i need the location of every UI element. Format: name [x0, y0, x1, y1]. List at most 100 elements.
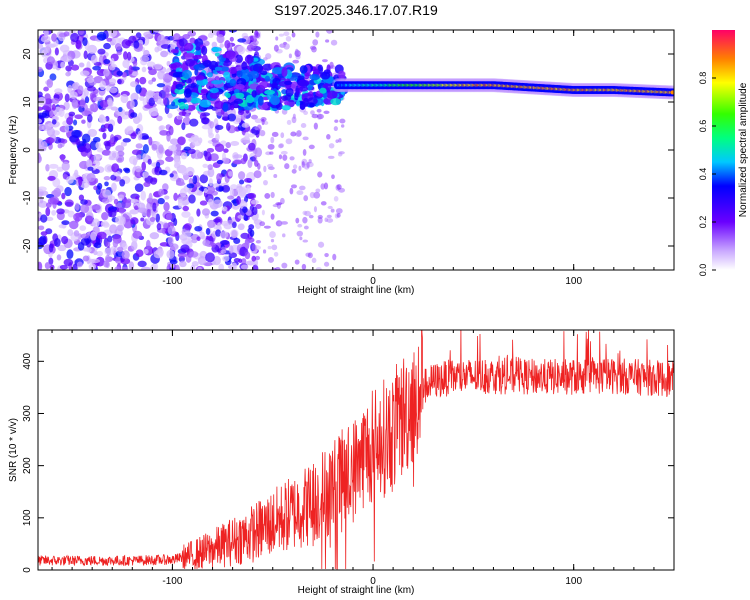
spectrogram-noise-blob — [46, 78, 54, 89]
spectrogram-signal-blob — [175, 67, 183, 73]
spectrogram-noise-blob — [68, 111, 76, 117]
spectrogram-noise-blob — [117, 79, 122, 85]
spectrogram-noise-blob — [102, 189, 112, 198]
spectrogram-noise-blob — [297, 223, 303, 228]
spectrogram-noise-blob — [262, 249, 267, 254]
spectrogram-noise-blob — [153, 30, 164, 33]
spectrogram-noise-blob — [169, 173, 174, 178]
spectrogram-noise-blob — [114, 43, 122, 50]
spectrogram-signal-blob — [194, 75, 205, 81]
spectrogram-noise-blob — [197, 256, 207, 266]
spectrogram-noise-blob — [59, 44, 70, 53]
spectrogram-noise-blob — [111, 182, 117, 192]
colorbar-tick-label: 0.8 — [698, 72, 708, 85]
spectrogram-noise-blob — [78, 30, 85, 35]
spectrogram-noise-blob — [216, 173, 223, 182]
spectrogram-noise-blob — [174, 264, 180, 270]
spectrogram-noise-blob — [64, 124, 70, 133]
spectrogram-noise-blob — [338, 138, 342, 143]
spectrogram-noise-blob — [166, 132, 171, 142]
spectrogram-noise-blob — [245, 260, 256, 266]
spectrogram-noise-blob — [143, 181, 151, 187]
spectrogram-signal-blob — [182, 69, 192, 79]
spectrogram-noise-blob — [291, 168, 297, 174]
spectrogram-noise-blob — [156, 115, 163, 122]
spectrogram-y-ticks: -20 -10 0 10 20 — [22, 48, 674, 253]
snr-xtick-label: 0 — [370, 576, 376, 587]
spectrogram-noise-blob — [38, 153, 42, 163]
spectrogram-noise-blob — [73, 119, 78, 126]
spectrogram-noise-blob — [192, 139, 202, 147]
spectrogram-noise-blob — [80, 237, 90, 246]
spectrogram-noise-blob — [285, 138, 293, 145]
spectrogram-noise-blob — [129, 198, 139, 204]
spectrogram-noise-blob — [267, 163, 274, 169]
spectrogram-noise-blob — [313, 206, 317, 213]
spectrogram-noise-blob — [71, 82, 78, 90]
spectrogram-noise-blob — [137, 260, 147, 268]
spectrogram-noise-blob — [64, 199, 74, 208]
spectrogram-signal-blob — [264, 89, 276, 95]
spectrogram-noise-blob — [103, 58, 111, 65]
spectrogram-signal-blob — [172, 71, 185, 78]
spectrogram-noise-blob — [103, 123, 111, 129]
spectrogram-signal-blob — [284, 100, 290, 107]
spectrogram-noise-blob — [74, 169, 79, 178]
spectrogram-noise-blob — [275, 36, 279, 41]
spectrogram-noise-blob — [237, 109, 245, 115]
spectrogram-noise-blob — [118, 106, 123, 113]
spectrogram-noise-blob — [175, 143, 182, 152]
spectrogram-xtick-label: 0 — [370, 276, 376, 287]
spectrogram-noise-blob — [45, 202, 52, 208]
spectrogram-noise-blob — [142, 135, 150, 140]
spectrogram-noise-blob — [326, 30, 333, 34]
spectrogram-noise-blob — [221, 206, 228, 212]
spectrogram-noise-blob — [45, 137, 55, 144]
spectrogram-noise-blob — [123, 51, 128, 60]
spectrogram-noise-blob — [116, 224, 125, 232]
spectrogram-noise-blob — [137, 112, 143, 122]
spectrogram-signal-blob — [210, 80, 223, 85]
spectrogram-noise-blob — [142, 171, 150, 178]
spectrogram-noise-blob — [149, 232, 160, 240]
spectrogram-noise-blob — [119, 179, 126, 187]
spectrogram-noise-blob — [158, 169, 168, 176]
spectrogram-noise-blob — [214, 143, 225, 153]
spectrogram-signal-blob — [302, 97, 309, 108]
spectrogram-noise-blob — [175, 181, 186, 186]
spectrogram-noise-blob — [86, 159, 93, 167]
spectrogram-noise-blob — [153, 250, 164, 259]
spectrogram-noise-blob — [300, 123, 307, 129]
spectrogram-noise-blob — [280, 132, 285, 139]
spectrogram-noise-blob — [51, 209, 57, 216]
spectrogram-noise-blob — [212, 199, 223, 208]
spectrogram-noise-blob — [118, 194, 125, 200]
spectrogram-noise-blob — [121, 266, 129, 270]
spectrogram-noise-blob — [90, 258, 101, 264]
spectrogram-noise-blob — [150, 264, 157, 270]
spectrogram-noise-blob — [128, 155, 138, 165]
spectrogram-noise-blob — [169, 259, 178, 265]
spectrogram-ytick-label: -20 — [22, 238, 33, 253]
spectrogram-noise-blob — [139, 76, 147, 85]
spectrogram-noise-blob — [267, 257, 274, 263]
spectrogram-noise-blob — [187, 148, 196, 155]
spectrogram-noise-blob — [90, 104, 95, 112]
spectrogram-noise-blob — [251, 244, 257, 252]
spectrogram-noise-blob — [108, 156, 115, 161]
spectrogram-noise-blob — [38, 261, 43, 270]
spectrogram-noise-blob — [166, 249, 175, 259]
spectrogram-noise-blob — [92, 96, 103, 102]
spectrogram-noise-blob — [264, 192, 271, 199]
spectrogram-noise-blob — [219, 43, 224, 48]
spectrogram-noise-blob — [290, 184, 297, 189]
spectrogram-noise-blob — [233, 154, 243, 159]
spectrogram-noise-blob — [333, 196, 339, 202]
spectrogram-noise-blob — [92, 65, 101, 71]
spectrogram-noise-blob — [159, 130, 169, 136]
spectrogram-noise-blob — [85, 215, 93, 225]
spectrogram-noise-blob — [267, 143, 275, 150]
spectrogram-noise-blob — [312, 39, 319, 46]
spectrogram-noise-blob — [330, 208, 335, 213]
spectrogram-noise-blob — [206, 147, 215, 153]
